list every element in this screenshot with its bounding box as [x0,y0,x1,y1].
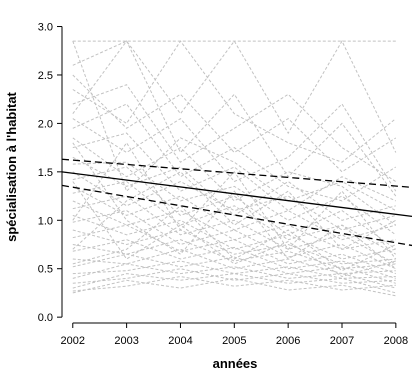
series-line-34 [72,171,397,250]
series-line-5 [72,103,397,192]
series-line-8 [72,132,397,212]
x-tick-label: 2008 [384,335,408,347]
series-line-37 [72,40,397,197]
series-line-32 [72,74,397,173]
series-line-17 [72,214,396,260]
x-tick-label: 2002 [61,335,85,347]
axes: 0.0 0.5 1.0 1.5 2.0 2.5 3.0 2002 2003 2004 2005 200… [38,22,408,347]
fit-line [61,171,412,218]
series-line-36 [72,205,397,272]
series-line-20 [72,224,396,275]
series-line-22 [72,239,396,279]
series-line-29 [72,275,396,292]
y-tick-label: 2.0 [38,118,53,130]
series-line-4 [72,84,397,182]
series-line-27 [72,268,396,284]
x-tick-label: 2003 [114,335,138,347]
series-line-2 [72,40,397,153]
series-line-12 [72,166,397,250]
x-tick-label: 2005 [222,335,246,347]
y-tick-label: 2.5 [38,70,53,82]
series-line-23 [72,248,396,275]
y-tick-label: 0.5 [38,264,53,276]
ci-lower-line [61,184,412,247]
series-line-18 [72,210,397,270]
series-line-19 [72,229,396,265]
x-tick-label: 2006 [276,335,300,347]
y-tick-label: 0.0 [38,312,53,324]
series-line-16 [72,195,397,265]
series-lines [72,40,397,297]
series-line-9 [72,156,396,221]
y-tick-label: 3.0 [38,22,53,34]
y-axis-title: spécialisation à l'habitat [4,91,19,241]
y-tick-label: 1.5 [38,167,53,179]
x-tick-label: 2004 [168,335,192,347]
series-line-10 [72,161,397,236]
series-line-13 [72,185,396,241]
ci-upper-line [61,158,412,188]
series-line-33 [72,141,397,260]
series-line-11 [72,171,396,231]
series-line-1 [72,40,397,212]
series-line-26 [72,263,396,289]
series-line-3 [72,40,397,163]
series-line-7 [72,137,397,226]
series-line-24 [72,253,396,284]
regression-fit [61,158,412,247]
series-line-38 [72,181,396,278]
y-tick-label: 1.0 [38,215,53,227]
x-tick-label: 2007 [330,335,354,347]
series-line-30 [72,277,396,297]
series-line-35 [72,142,397,270]
series-line-28 [72,273,396,294]
x-axis-title: années [213,356,258,371]
series-line-6 [72,103,397,202]
